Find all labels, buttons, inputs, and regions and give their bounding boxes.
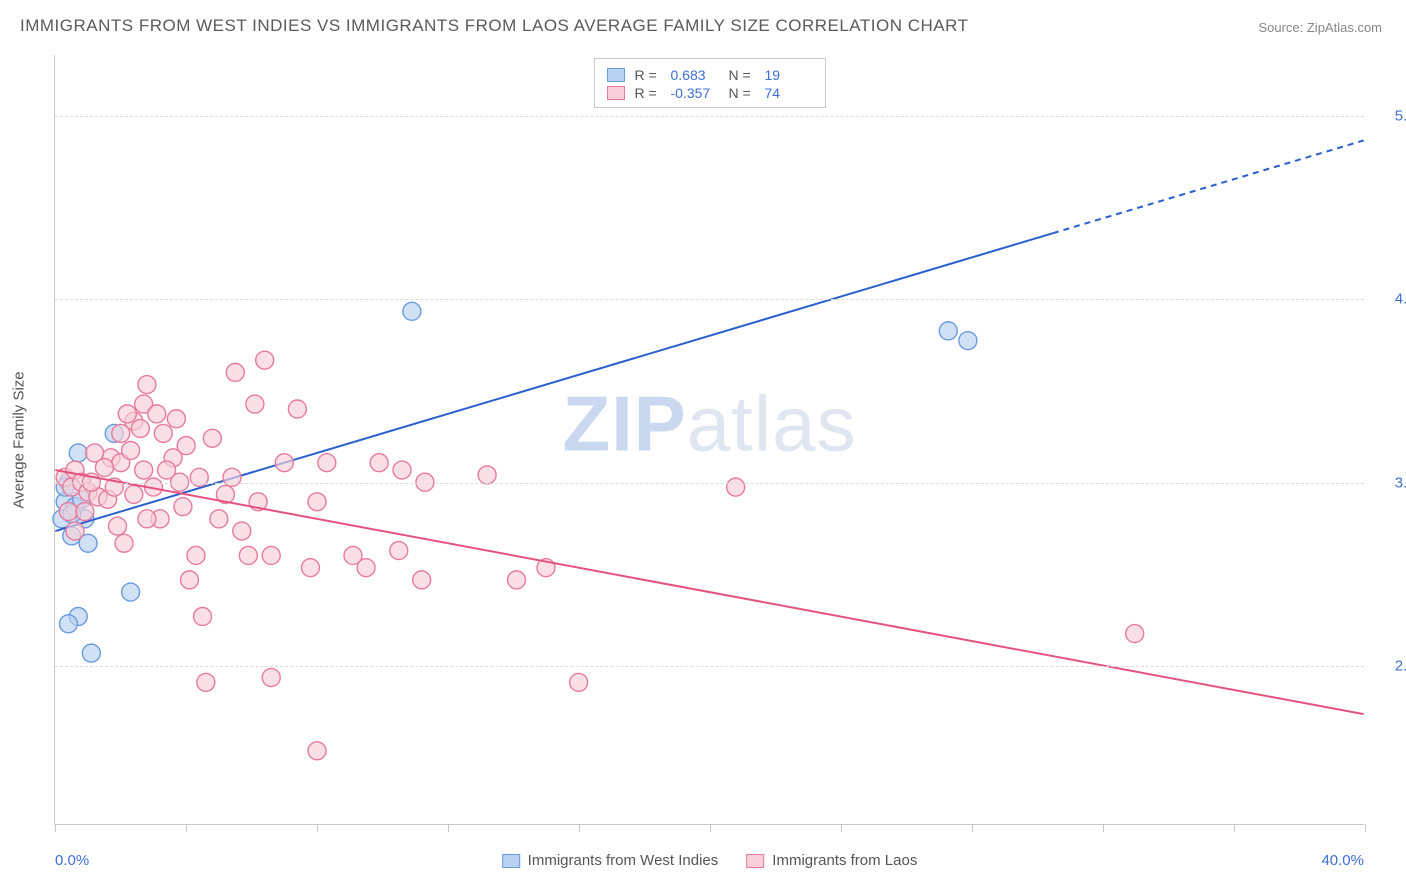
y-tick-label: 4.25 (1374, 291, 1406, 308)
data-point (318, 454, 336, 472)
data-point (131, 420, 149, 438)
data-point (233, 522, 251, 540)
legend-label-laos: Immigrants from Laos (772, 852, 917, 869)
data-point (69, 444, 87, 462)
y-tick-label: 5.00 (1374, 108, 1406, 125)
data-point (177, 437, 195, 455)
legend-item-laos: Immigrants from Laos (746, 852, 917, 869)
data-point (158, 461, 176, 479)
data-point (180, 571, 198, 589)
data-point (167, 410, 185, 428)
data-point (194, 608, 212, 626)
data-point (370, 454, 388, 472)
data-point (403, 302, 421, 320)
data-point (122, 583, 140, 601)
plot-svg (55, 55, 1364, 824)
y-axis-title: Average Family Size (11, 371, 28, 508)
x-tick (710, 824, 711, 832)
data-point (308, 742, 326, 760)
data-point (246, 395, 264, 413)
data-point (393, 461, 411, 479)
data-point (508, 571, 526, 589)
data-point (262, 546, 280, 564)
data-point (76, 503, 94, 521)
x-axis-min-label: 0.0% (55, 852, 89, 869)
data-point (239, 546, 257, 564)
chart-title: IMMIGRANTS FROM WEST INDIES VS IMMIGRANT… (20, 16, 968, 36)
y-tick-label: 3.50 (1374, 474, 1406, 491)
gridline (55, 116, 1364, 117)
data-point (210, 510, 228, 528)
data-point (1126, 625, 1144, 643)
data-point (82, 644, 100, 662)
gridline (55, 299, 1364, 300)
data-point (570, 673, 588, 691)
data-point (256, 351, 274, 369)
data-point (138, 510, 156, 528)
data-point (288, 400, 306, 418)
data-point (115, 534, 133, 552)
data-point (138, 376, 156, 394)
data-point (135, 461, 153, 479)
data-point (275, 454, 293, 472)
trend-line (55, 233, 1053, 531)
swatch-laos (746, 854, 764, 868)
x-tick (448, 824, 449, 832)
x-axis-max-label: 40.0% (1321, 852, 1364, 869)
legend-label-west-indies: Immigrants from West Indies (528, 852, 719, 869)
gridline (55, 483, 1364, 484)
x-tick (1234, 824, 1235, 832)
data-point (122, 441, 140, 459)
data-point (197, 673, 215, 691)
data-point (118, 405, 136, 423)
x-tick (972, 824, 973, 832)
data-point (59, 615, 77, 633)
x-tick (1365, 824, 1366, 832)
trend-line (55, 470, 1363, 714)
x-tick (186, 824, 187, 832)
data-point (203, 429, 221, 447)
data-point (154, 424, 172, 442)
chart-plot-area: ZIPatlas Average Family Size R = 0.683 N… (54, 55, 1364, 825)
data-point (174, 498, 192, 516)
x-tick (55, 824, 56, 832)
data-point (413, 571, 431, 589)
data-point (390, 542, 408, 560)
data-point (187, 546, 205, 564)
swatch-west-indies (502, 854, 520, 868)
data-point (112, 424, 130, 442)
legend-item-west-indies: Immigrants from West Indies (502, 852, 719, 869)
data-point (727, 478, 745, 496)
data-point (478, 466, 496, 484)
data-point (226, 363, 244, 381)
y-tick-label: 2.75 (1374, 658, 1406, 675)
x-tick (1103, 824, 1104, 832)
gridline (55, 666, 1364, 667)
legend-series: Immigrants from West Indies Immigrants f… (502, 852, 918, 869)
data-point (125, 485, 143, 503)
x-tick (841, 824, 842, 832)
x-tick (579, 824, 580, 832)
x-tick (317, 824, 318, 832)
trend-line-extrapolated (1053, 140, 1364, 233)
data-point (148, 405, 166, 423)
data-point (939, 322, 957, 340)
data-point (66, 522, 84, 540)
data-point (959, 332, 977, 350)
source-text: Source: ZipAtlas.com (1258, 20, 1382, 35)
data-point (95, 459, 113, 477)
data-point (59, 503, 77, 521)
data-point (301, 559, 319, 577)
data-point (308, 493, 326, 511)
data-point (262, 669, 280, 687)
data-point (357, 559, 375, 577)
data-point (109, 517, 127, 535)
